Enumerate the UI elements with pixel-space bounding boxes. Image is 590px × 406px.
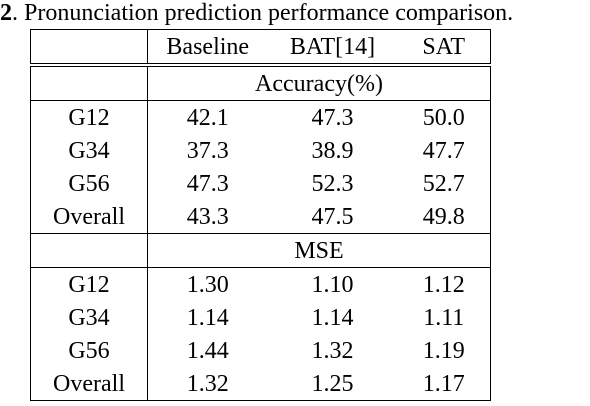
header-bat: BAT[14] xyxy=(267,29,398,67)
table-number: 2 xyxy=(0,0,12,26)
table-cell: 1.14 xyxy=(311,304,354,331)
table-cell: 1.10 xyxy=(311,271,354,298)
section-title-accuracy: Accuracy(%) xyxy=(147,65,491,101)
table-cell: 1.14 xyxy=(186,304,229,331)
table-cell: 47.3 xyxy=(186,170,229,197)
header-row: Baseline BAT[14] SAT xyxy=(30,29,491,67)
table-cell: 1.19 xyxy=(397,334,491,367)
table-cell: 1.17 xyxy=(397,367,491,401)
table-cell: 1.32 xyxy=(311,337,354,364)
header-sat: SAT xyxy=(397,29,491,67)
table-cell: 1.44 xyxy=(186,337,229,364)
row-label: G34 xyxy=(30,301,148,334)
row-label: Overall xyxy=(30,200,148,234)
table-cell: 49.8 xyxy=(397,200,491,234)
table-cell: 42.1 xyxy=(186,104,229,131)
table-cell: 38.9 xyxy=(311,137,354,164)
table-cell: 37.3 xyxy=(186,137,229,164)
section-title-mse: MSE xyxy=(147,233,491,268)
section-row-mse: MSE xyxy=(30,233,491,268)
table-cell: 1.11 xyxy=(397,301,491,334)
row-label: G12 xyxy=(30,267,148,301)
table-cell: 1.25 xyxy=(267,367,398,401)
table-cell: 47.3 xyxy=(311,104,354,131)
table-cell: 47.7 xyxy=(397,134,491,167)
table-row: G34 1.14 1.14 1.11 xyxy=(30,301,491,334)
table-row: G56 47.3 52.3 52.7 xyxy=(30,167,491,200)
table-row: G56 1.44 1.32 1.19 xyxy=(30,334,491,367)
header-baseline: Baseline xyxy=(147,29,268,67)
table-row: G12 42.1 47.3 50.0 xyxy=(30,100,491,134)
table-cell: 43.3 xyxy=(147,200,268,234)
row-label: Overall xyxy=(30,367,148,401)
table-row: G34 37.3 38.9 47.7 xyxy=(30,134,491,167)
row-label: G56 xyxy=(30,334,148,367)
table-cell: 1.12 xyxy=(397,267,491,301)
header-corner xyxy=(30,29,148,67)
row-label: G56 xyxy=(30,167,148,200)
caption-text: . Pronunciation prediction performance c… xyxy=(12,0,514,26)
row-label: G12 xyxy=(30,100,148,134)
table-cell: 1.32 xyxy=(147,367,268,401)
table-row: Overall 1.32 1.25 1.17 xyxy=(30,367,491,401)
section-row-accuracy: Accuracy(%) xyxy=(30,65,491,101)
table-row: G12 1.30 1.10 1.12 xyxy=(30,267,491,301)
table-cell: 52.3 xyxy=(311,170,354,197)
table-cell: 47.5 xyxy=(267,200,398,234)
table-caption: 2. Pronunciation prediction performance … xyxy=(0,0,590,30)
table-cell: 52.7 xyxy=(397,167,491,200)
results-table: Baseline BAT[14] SAT Accuracy(%) G12 42.… xyxy=(30,29,491,401)
table-cell: 1.30 xyxy=(186,271,229,298)
table-row: Overall 43.3 47.5 49.8 xyxy=(30,200,491,234)
row-label: G34 xyxy=(30,134,148,167)
table-cell: 50.0 xyxy=(397,100,491,134)
